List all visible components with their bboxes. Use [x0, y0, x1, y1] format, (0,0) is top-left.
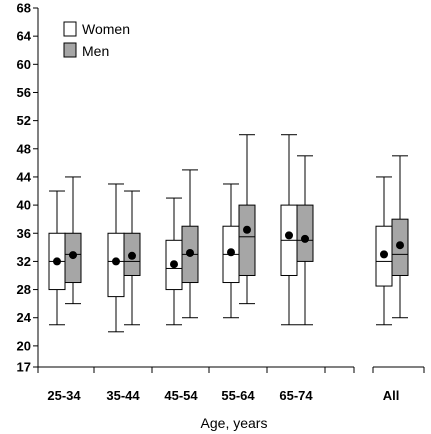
box-iqr — [238, 204, 256, 276]
mean-marker — [301, 234, 309, 243]
legend-swatch-men — [63, 42, 77, 58]
x-tick-label: All — [383, 388, 400, 403]
y-tick-label: 36 — [17, 226, 31, 241]
y-tick-label: 40 — [17, 198, 31, 213]
x-tick-label: 65-74 — [279, 388, 313, 403]
y-tick-label: 52 — [17, 113, 31, 128]
y-axis: 17 20 24 28 32 36 40 44 48 52 56 60 64 68 — [17, 1, 39, 375]
mean-marker — [69, 251, 77, 260]
box-men-55-64 — [238, 134, 256, 305]
legend-label-women: Women — [82, 21, 130, 37]
mean-marker — [243, 225, 251, 234]
box-women-35-44 — [107, 183, 125, 333]
box-women-25-34 — [48, 190, 66, 326]
mean-marker — [128, 251, 136, 260]
mean-marker — [170, 260, 178, 269]
mean-marker — [53, 257, 61, 266]
legend-label-men: Men — [82, 43, 109, 59]
x-axis-label: Age, years — [201, 415, 268, 431]
box-men-35-44 — [123, 190, 141, 326]
mean-marker — [285, 231, 293, 240]
box-men-25-34 — [64, 176, 82, 305]
mean-marker — [380, 250, 388, 259]
x-tick-label: 35-44 — [106, 388, 140, 403]
box-iqr — [296, 204, 314, 262]
mean-marker — [186, 248, 194, 257]
y-tick-label: 17 — [17, 360, 31, 375]
legend: Women Men — [63, 21, 130, 59]
mean-marker — [396, 241, 404, 250]
mean-marker — [112, 257, 120, 266]
box-women-65-74 — [280, 134, 298, 326]
box-women-45-54 — [165, 197, 183, 326]
legend-swatch-women — [63, 21, 77, 37]
x-tick-label: 45-54 — [164, 388, 198, 403]
y-tick-label: 60 — [17, 57, 31, 72]
y-tick-label: 48 — [17, 141, 31, 156]
box-women-55-64 — [222, 183, 240, 319]
x-tick-label: 55-64 — [221, 388, 255, 403]
mean-marker — [227, 248, 235, 257]
y-tick-label: 56 — [17, 85, 31, 100]
box-men-65-74 — [296, 155, 314, 326]
y-tick-label: 64 — [17, 29, 32, 44]
box-men-45-54 — [181, 169, 199, 319]
box-men-all — [391, 155, 409, 319]
y-tick-label: 44 — [17, 169, 32, 184]
plot-area — [48, 134, 409, 333]
y-tick-label: 24 — [17, 310, 32, 325]
box-women-all — [375, 176, 393, 326]
y-tick-label: 28 — [17, 282, 31, 297]
x-tick-label: 25-34 — [47, 388, 81, 403]
y-tick-label: 20 — [17, 338, 31, 353]
y-tick-label: 32 — [17, 254, 31, 269]
x-axis: 25-34 35-44 45-54 55-64 65-74 All — [37, 366, 425, 403]
y-tick-label: 68 — [17, 1, 31, 16]
